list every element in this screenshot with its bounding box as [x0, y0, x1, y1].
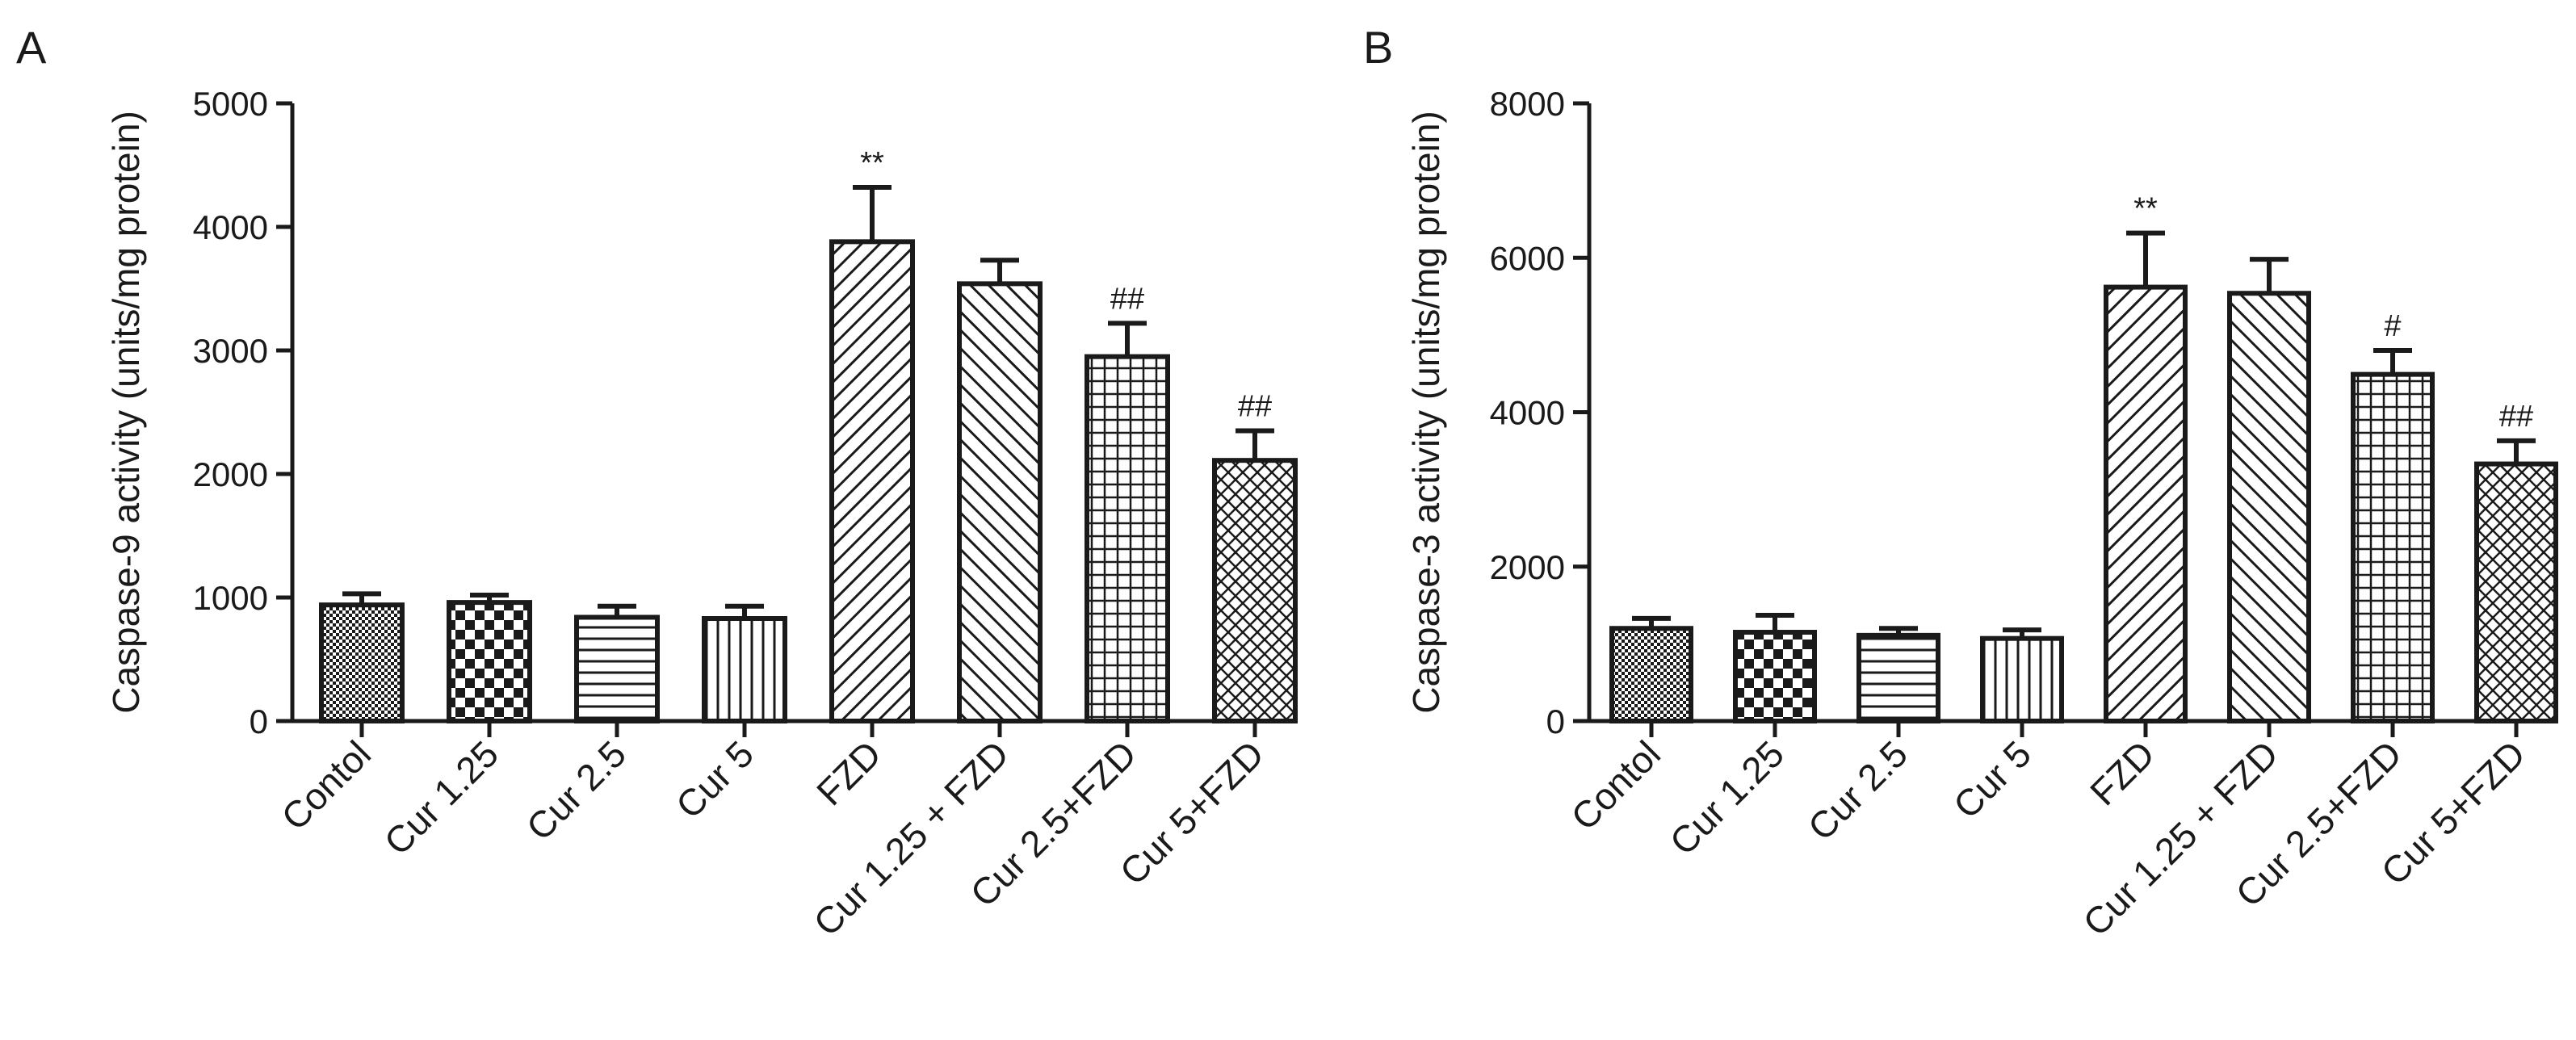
bar — [957, 281, 1043, 723]
bar — [2227, 291, 2311, 723]
y-tick-label: 5000 — [193, 85, 268, 123]
category-label: Cur 1.25 — [376, 732, 507, 863]
y-axis-label: Caspase-9 activity (units/mg protein) — [105, 111, 147, 714]
bar — [2104, 284, 2188, 723]
significance-label: ## — [2499, 400, 2533, 434]
bar — [1085, 354, 1170, 723]
category-label: Cur 5 — [668, 732, 761, 826]
bar — [1733, 630, 1817, 723]
chart-panel-a: A 0 1000 2000 3000 4000 5000 Caspase-9 activity… — [16, 22, 1298, 944]
significance-label: # — [2384, 309, 2401, 343]
y-tick-label: 3000 — [193, 332, 268, 370]
bar — [319, 602, 405, 723]
category-label: Contol — [273, 732, 379, 838]
bar — [829, 239, 915, 723]
significance-label: ** — [2133, 192, 2158, 226]
y-tick-label: 4000 — [193, 208, 268, 246]
category-label: Cur 5 — [1945, 732, 2039, 826]
category-label: Contol — [1563, 732, 1668, 838]
y-tick-label: 4000 — [1490, 394, 1565, 432]
bar — [574, 614, 660, 723]
y-tick-label: 0 — [250, 702, 268, 740]
significance-label: ## — [1110, 282, 1144, 316]
y-tick-label: 2000 — [193, 455, 268, 493]
category-label: Cur 1.25 — [1662, 732, 1793, 863]
significance-label: ## — [1238, 389, 1272, 423]
category-label: Cur 2.5 — [1800, 732, 1915, 848]
y-tick-label: 2000 — [1490, 548, 1565, 586]
bar — [1856, 632, 1940, 724]
y-tick-label: 0 — [1546, 702, 1565, 740]
bar — [1609, 626, 1693, 723]
panel-label: A — [16, 22, 47, 73]
bar — [1212, 458, 1298, 723]
significance-label: ** — [860, 146, 884, 180]
bar — [702, 616, 787, 724]
bar — [2351, 371, 2435, 723]
y-tick-label: 6000 — [1490, 239, 1565, 277]
bar — [1980, 635, 2064, 724]
y-axis-label: Caspase-3 activity (units/mg protein) — [1405, 111, 1447, 714]
panel-label: B — [1363, 22, 1393, 73]
category-label: Cur 2.5 — [518, 732, 634, 848]
bar — [447, 600, 532, 723]
bar — [2474, 461, 2558, 723]
chart-panel-b: B 0 2000 4000 6000 8000 Caspase-3 activity (un… — [1363, 22, 2558, 944]
category-label: FZD — [808, 732, 889, 813]
y-tick-label: 1000 — [193, 579, 268, 617]
category-label: FZD — [2082, 732, 2163, 813]
y-tick-label: 8000 — [1490, 85, 1565, 123]
